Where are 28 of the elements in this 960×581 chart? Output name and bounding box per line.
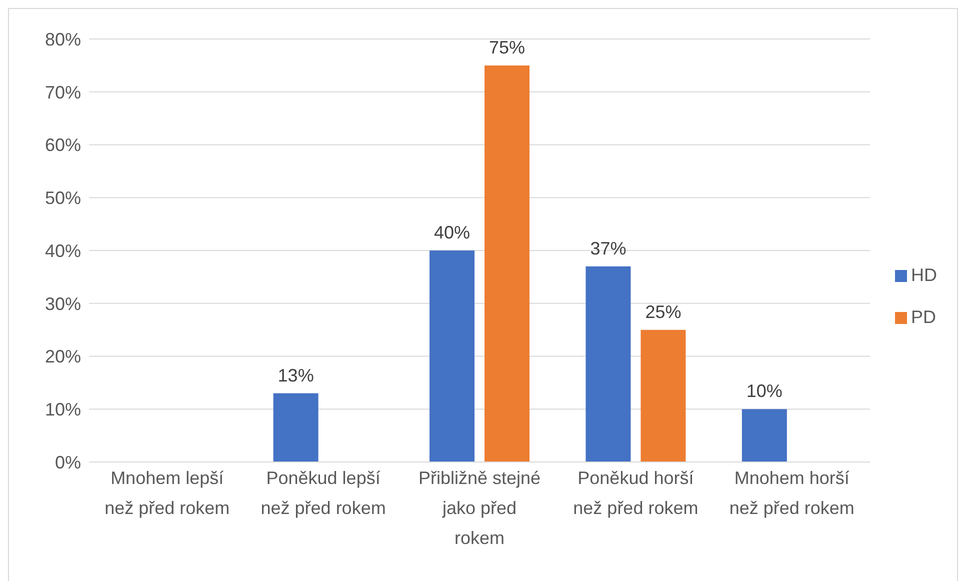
bar <box>742 409 787 462</box>
x-tick-label: Mnohem horší než před rokem <box>729 468 854 518</box>
data-label: 10% <box>746 381 782 402</box>
x-tick-label: Poněkud horší než před rokem <box>573 468 698 518</box>
y-tick-label: 20% <box>44 346 81 367</box>
y-tick-label: 30% <box>44 294 81 314</box>
y-tick-label: 0% <box>54 452 81 472</box>
data-label: 25% <box>645 302 682 322</box>
legend-label: PD <box>911 306 936 326</box>
y-tick-label: 10% <box>44 400 81 420</box>
x-tick-label: Mnohem lepší než před rokem <box>104 468 230 518</box>
x-tick-label: Přibližně stejné jako před rokem <box>418 468 541 548</box>
bar <box>430 250 475 462</box>
data-label: 40% <box>434 222 470 242</box>
bar <box>273 393 318 462</box>
bar <box>640 330 686 462</box>
y-tick-label: 60% <box>44 135 81 156</box>
legend-label: HD <box>911 264 937 284</box>
bar <box>586 266 631 462</box>
data-label: 75% <box>489 37 526 58</box>
y-tick-label: 40% <box>44 240 81 261</box>
y-tick-label: 70% <box>44 82 81 102</box>
y-tick-label: 80% <box>44 29 81 50</box>
data-label: 37% <box>590 238 626 258</box>
x-tick-label: Poněkud lepší než před rokem <box>260 468 386 518</box>
data-label: 13% <box>278 365 314 386</box>
bar <box>484 65 530 462</box>
y-tick-label: 50% <box>44 188 81 208</box>
